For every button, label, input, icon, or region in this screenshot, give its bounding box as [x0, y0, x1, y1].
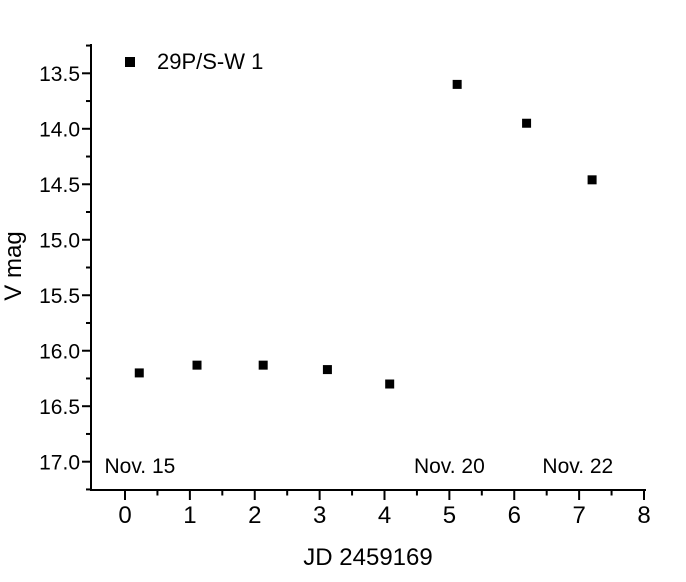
x-tick-label: 8 [637, 502, 650, 529]
data-point-square [258, 360, 268, 370]
date-annotation: Nov. 20 [414, 455, 485, 478]
data-point-square [134, 368, 144, 378]
data-point-square [322, 365, 332, 375]
y-axis-ticks [82, 44, 91, 491]
x-axis-title: JD 2459169 [303, 544, 432, 571]
x-axis-ticks [124, 490, 645, 500]
y-tick-label: 16.0 [39, 340, 80, 363]
legend-label: 29P/S-W 1 [157, 49, 263, 74]
x-tick-label: 2 [248, 502, 261, 529]
y-axis-title: V mag [0, 231, 27, 300]
data-point-square [522, 118, 532, 128]
y-tick-label: 15.0 [39, 229, 80, 252]
y-tick-label: 13.5 [39, 63, 80, 86]
data-point-square [587, 175, 597, 185]
y-tick-label: 15.5 [39, 285, 80, 308]
data-points [134, 79, 597, 389]
x-tick-label: 7 [572, 502, 585, 529]
axes [90, 44, 646, 491]
x-tick-label: 0 [118, 502, 131, 529]
y-tick-label: 14.5 [39, 174, 80, 197]
data-point-square [452, 79, 462, 89]
date-annotation: Nov. 22 [542, 455, 613, 478]
x-tick-label: 5 [443, 502, 456, 529]
date-annotation: Nov. 15 [105, 455, 176, 478]
data-point-square [385, 379, 395, 389]
legend-filled-square-icon [125, 57, 135, 67]
y-tick-label: 14.0 [39, 118, 80, 141]
x-tick-label: 1 [183, 502, 196, 529]
y-axis-tick-labels: 13.5 14.0 14.5 15.0 15.5 16.0 16.5 17.0 [39, 63, 80, 474]
y-tick-label: 16.5 [39, 396, 80, 419]
x-tick-label: 3 [313, 502, 326, 529]
x-axis-tick-labels: 0 1 2 3 4 5 6 7 8 [118, 502, 650, 529]
legend: 29P/S-W 1 [125, 49, 263, 74]
x-tick-label: 4 [378, 502, 391, 529]
y-tick-label: 17.0 [39, 451, 80, 474]
date-annotations: Nov. 15 Nov. 20 Nov. 22 [105, 455, 614, 478]
data-point-square [192, 360, 202, 370]
x-tick-label: 6 [508, 502, 521, 529]
